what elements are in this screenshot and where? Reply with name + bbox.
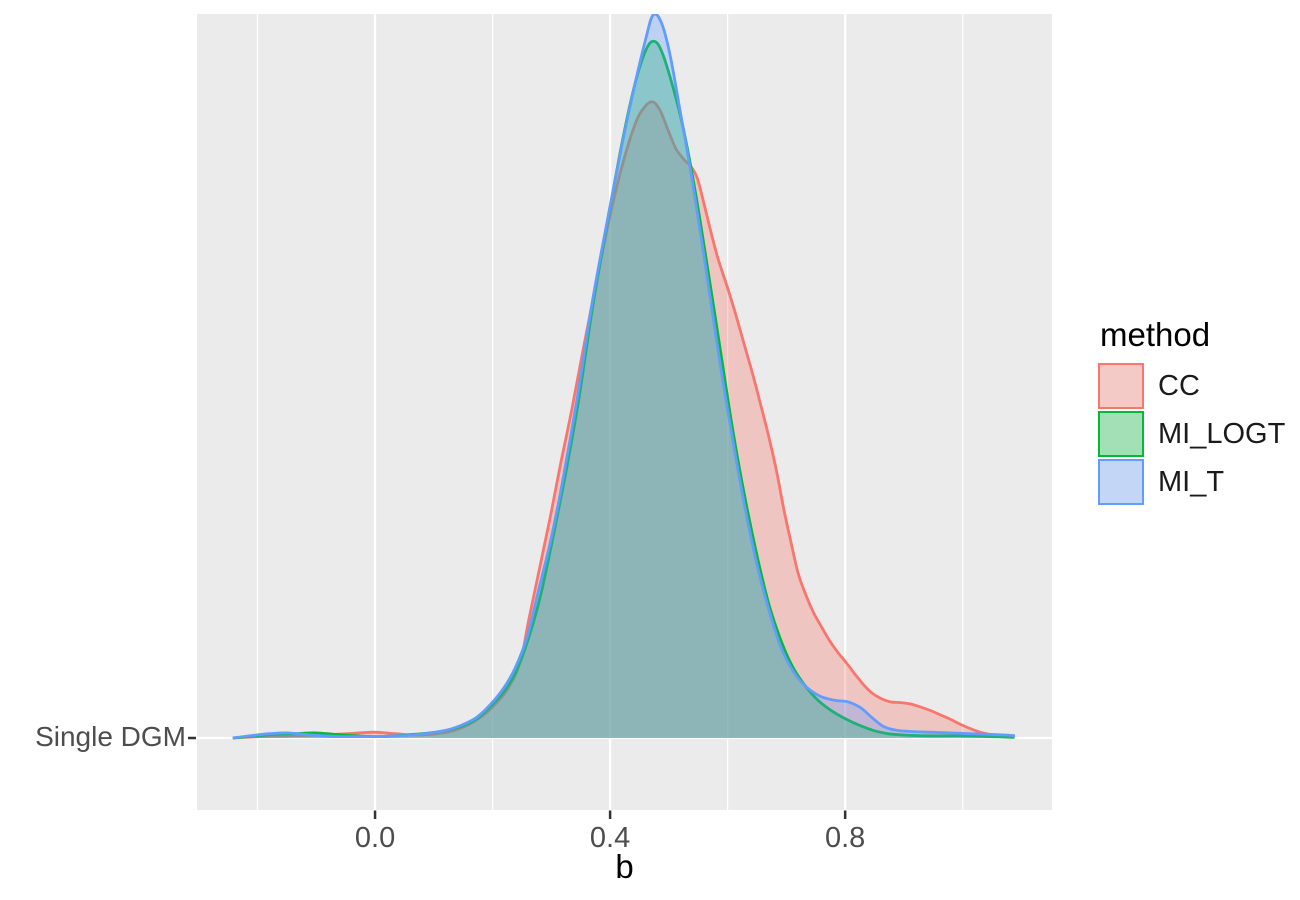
legend-entry-cc: CC: [1098, 363, 1285, 409]
density-curves: [232, 14, 1016, 740]
legend-entry-mi-logt: MI_LOGT: [1098, 411, 1285, 457]
density-fill-CC: [232, 101, 1008, 738]
x-axis-title: b: [615, 848, 634, 885]
legend-label-cc: CC: [1158, 369, 1200, 402]
density-fill-MI_LOGT: [232, 41, 1015, 739]
legend-key-mi-t: [1098, 459, 1144, 505]
x-tick-label: 0.8: [824, 822, 866, 854]
x-tick-label: 0.0: [354, 822, 396, 854]
legend: method CC MI_LOGT MI_T: [1098, 316, 1285, 507]
x-axis-tick-labels: 0.0 0.4 0.8: [0, 822, 1300, 858]
x-tick-label: 0.4: [589, 822, 631, 854]
legend-label-mi-t: MI_T: [1158, 465, 1225, 498]
legend-label-mi-logt: MI_LOGT: [1158, 417, 1286, 450]
density-curve-MI_T: [232, 14, 1016, 740]
plot-panel: [197, 14, 1052, 810]
density-curve-CC: [232, 100, 1009, 740]
density-fill-MI_T: [232, 14, 1015, 738]
y-axis-category-label: Single DGM: [35, 721, 186, 752]
legend-title: method: [1100, 316, 1211, 353]
legend-key-mi-logt: [1098, 411, 1144, 457]
legend-entry-mi-t: MI_T: [1098, 459, 1285, 505]
legend-key-cc: [1098, 363, 1144, 409]
